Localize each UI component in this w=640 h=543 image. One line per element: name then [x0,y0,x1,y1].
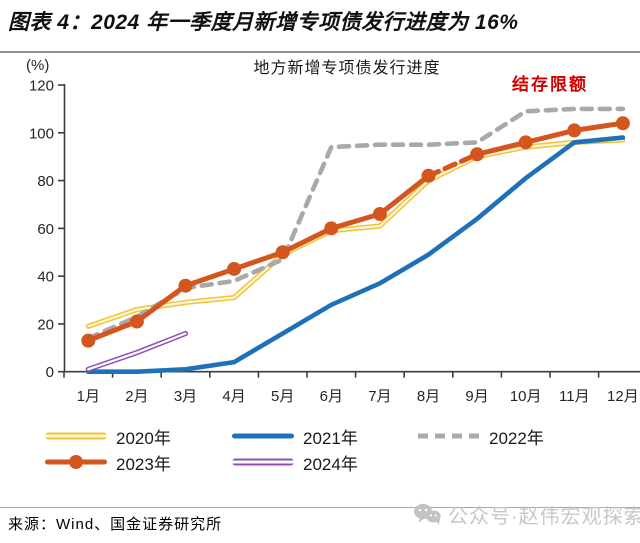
source-text: 来源：Wind、国金证券研究所 [8,516,223,533]
x-tick-label: 6月 [320,388,343,405]
chart-title: 地方新增专项债发行进度 [253,60,441,77]
footer-divider [0,507,640,508]
x-tick-label: 10月 [510,388,542,405]
legend-swatch [232,455,294,469]
series-2024年 [85,330,189,372]
chart-legend: 2020年 2021年 2022年 2023年 2024年 [0,422,640,480]
x-tick-label: 7月 [368,388,391,405]
y-tick-label: 40 [37,269,54,286]
legend-label: 2024年 [303,454,358,474]
legend-swatch [232,429,294,443]
x-tick-label: 9月 [465,388,488,405]
x-tick-label: 12月 [607,388,639,405]
legend-item: 2020年 [45,425,171,448]
x-tick-label: 4月 [222,388,245,405]
x-tick-label: 5月 [271,388,294,405]
legend-swatch [45,455,107,469]
legend-label: 2021年 [303,428,358,448]
x-tick-label: 8月 [417,388,440,405]
wechat-icon [414,503,441,525]
y-tick-label: 120 [29,78,54,95]
legend-label: 2020年 [116,428,171,448]
figure-title: 图表 4：2024 年一季度月新增专项债发行进度为 16% [8,11,519,34]
title-divider [0,51,640,53]
series-2021年 [86,135,626,374]
watermark-text: 公众号·赵伟宏观探索 [448,506,640,528]
watermark: 公众号·赵伟宏观探索 [412,500,640,529]
legend-label: 2023年 [116,454,171,474]
legend-item: 2023年 [45,451,171,474]
legend-swatch [45,429,107,443]
series-2023年 [81,116,630,348]
y-tick-label: 0 [46,364,54,381]
y-tick-label: 60 [37,221,54,238]
legend-label: 2022年 [489,428,544,448]
legend-swatch [418,429,480,443]
x-tick-label: 11月 [559,388,590,405]
y-axis-unit-label: (%) [26,57,50,74]
legend-item: 2024年 [232,451,358,474]
y-tick-label: 80 [37,173,54,190]
legend-item: 2021年 [232,425,358,448]
y-tick-label: 20 [37,316,54,333]
x-tick-label: 1月 [77,388,100,405]
legend-item: 2022年 [418,425,544,448]
y-tick-label: 100 [29,125,54,142]
series-2020年 [85,137,626,329]
x-tick-label: 2月 [125,388,148,405]
annotation-label: 结存限额 [512,75,588,94]
x-tick-label: 3月 [174,388,197,405]
